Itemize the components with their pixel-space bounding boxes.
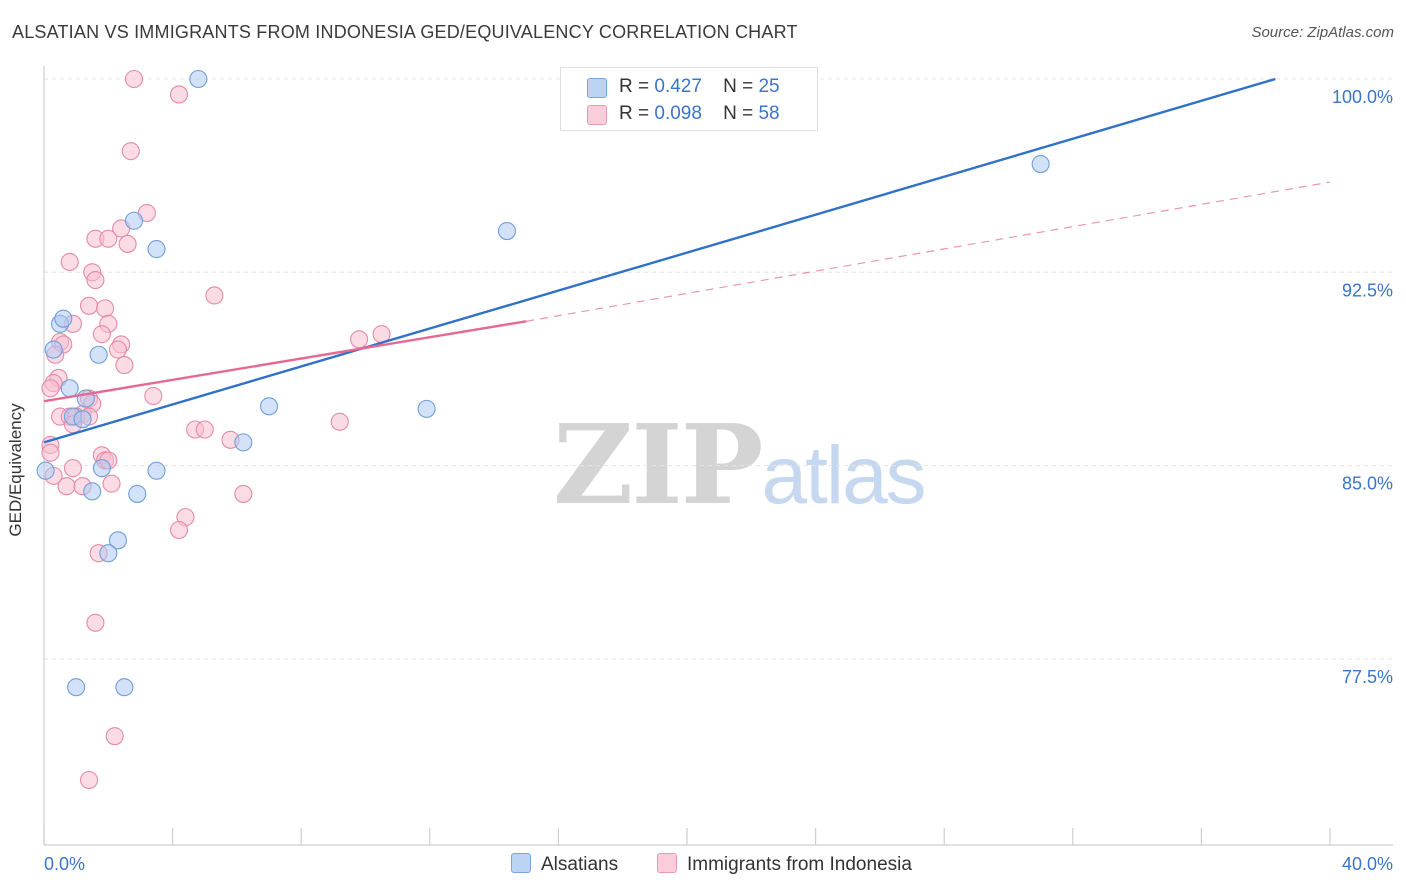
alsatian-point [259, 397, 279, 416]
indonesia-point [105, 727, 124, 746]
legend-n-value: 58 [758, 103, 780, 124]
legend-swatch-pink [587, 105, 607, 125]
indonesia-point [79, 770, 99, 790]
alsatian-point [147, 240, 166, 259]
y-tick-label: 100.0% [1332, 87, 1393, 107]
indonesia-point [144, 386, 163, 406]
indonesia-point [108, 340, 127, 359]
indonesia-point [330, 412, 349, 431]
legend-r-label: R = [619, 103, 650, 124]
x-tick-label: 40.0% [1342, 854, 1393, 874]
indonesia-point [124, 69, 144, 89]
indonesia-point [115, 356, 134, 375]
alsatian-point [497, 222, 517, 241]
indonesia-point [99, 229, 118, 248]
source-label: Source: ZipAtlas.com [1251, 24, 1394, 41]
alsatian-point [115, 678, 134, 697]
y-axis-label: GED/Equivalency [6, 403, 25, 537]
indonesia-point [169, 85, 189, 104]
alsatians-trend-line [43, 77, 1276, 444]
bottom-legend-indonesia: Immigrants from Indonesia [657, 853, 912, 876]
chart-title: ALSATIAN VS IMMIGRANTS FROM INDONESIA GE… [12, 22, 798, 42]
indonesia-point [86, 613, 105, 632]
alsatian-point [83, 482, 102, 501]
indonesia-point [234, 484, 253, 503]
indonesia-trend-line [43, 320, 527, 403]
alsatian-point [108, 531, 127, 550]
indonesia-point [41, 379, 60, 398]
indonesia-point [96, 299, 115, 318]
bottom-legend-label: Immigrants from Indonesia [687, 854, 912, 875]
legend-n-label: N = [723, 103, 754, 124]
indonesia-trend-line-extension [526, 181, 1331, 322]
alsatian-point [60, 379, 79, 398]
alsatian-point [147, 461, 166, 480]
bottom-legend-swatch-blue [511, 853, 531, 873]
bottom-legend-swatch-pink [657, 853, 677, 873]
alsatian-point [36, 461, 55, 480]
indonesia-point [63, 459, 82, 478]
alsatian-point [1031, 154, 1050, 174]
alsatian-point [67, 678, 86, 697]
alsatian-point [99, 544, 118, 563]
watermark-atlas: atlas [761, 430, 926, 521]
legend-r-value: 0.098 [654, 103, 702, 124]
legend-n-value: 25 [758, 76, 780, 97]
y-tick-label: 77.5% [1342, 667, 1393, 687]
alsatian-point [92, 459, 111, 478]
indonesia-point [205, 286, 224, 305]
indonesia-point [57, 477, 76, 496]
indonesia-point [350, 330, 369, 349]
alsatian-point [189, 69, 208, 89]
correlation-legend: R = 0.427 N = 25 R = 0.098 N = 58 [560, 67, 818, 131]
alsatian-point [128, 484, 147, 503]
legend-swatch-blue [587, 78, 607, 98]
alsatian-point [417, 399, 436, 418]
indonesia-point [195, 420, 214, 439]
indonesia-point [121, 142, 140, 161]
alsatian-point [73, 410, 92, 429]
indonesia-point [60, 252, 79, 272]
legend-r-label: R = [619, 76, 650, 97]
alsatian-point [89, 345, 108, 364]
indonesia-point [41, 443, 60, 462]
indonesia-point [169, 520, 189, 540]
watermark-zip: ZIP [553, 400, 763, 529]
alsatian-point [124, 211, 144, 230]
legend-r-value: 0.427 [654, 76, 702, 97]
bottom-legend-alsatians: Alsatians [511, 853, 618, 876]
bottom-legend-label: Alsatians [541, 854, 619, 875]
indonesia-point [86, 270, 105, 290]
alsatian-point [54, 309, 73, 328]
watermark: ZIPatlas [553, 400, 927, 529]
indonesia-point [102, 474, 121, 493]
y-tick-label: 92.5% [1342, 280, 1393, 300]
x-tick-label: 0.0% [44, 854, 85, 874]
y-tick-label: 85.0% [1342, 474, 1393, 494]
alsatian-point [44, 340, 63, 359]
indonesia-point [92, 325, 111, 344]
indonesia-point [118, 234, 137, 253]
alsatian-point [234, 433, 253, 452]
indonesia-point [79, 296, 99, 315]
legend-n-label: N = [723, 76, 754, 97]
